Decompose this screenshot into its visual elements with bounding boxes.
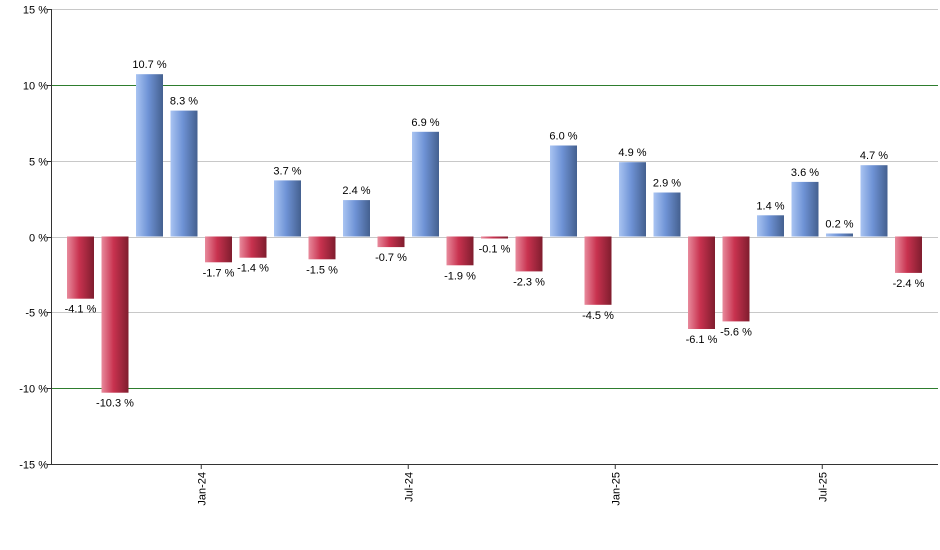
axes <box>51 9 938 465</box>
bar <box>826 233 853 237</box>
bar <box>584 236 612 305</box>
bar <box>619 162 646 237</box>
bar <box>895 236 922 273</box>
bar <box>308 236 336 260</box>
data-label: -1.4 % <box>237 263 269 275</box>
data-label: 4.7 % <box>860 150 888 162</box>
data-label: -0.1 % <box>479 244 511 256</box>
data-label: 3.6 % <box>791 167 819 179</box>
data-label: -1.5 % <box>306 264 338 276</box>
bar <box>446 236 474 266</box>
y-tick-label: -5 % <box>25 308 48 320</box>
x-tick-label: Jul-24 <box>403 472 415 502</box>
data-label: -1.7 % <box>203 267 235 279</box>
data-label: 1.4 % <box>756 200 784 212</box>
bar <box>343 200 370 237</box>
data-label: 10.7 % <box>132 59 166 71</box>
bar <box>170 110 198 237</box>
bar <box>239 236 267 258</box>
data-label: -4.5 % <box>582 310 614 322</box>
data-label: 2.9 % <box>653 178 681 190</box>
bar <box>722 236 750 322</box>
bar <box>653 192 681 237</box>
bar <box>136 74 163 237</box>
y-tick-label: 0 % <box>29 233 48 245</box>
bar <box>67 236 94 299</box>
bar <box>757 215 784 237</box>
data-label: -10.3 % <box>96 398 134 410</box>
bar <box>481 236 508 239</box>
data-label: 6.0 % <box>549 131 577 143</box>
y-tick-label: -10 % <box>19 384 48 396</box>
data-label: 2.4 % <box>342 185 370 197</box>
data-label: -4.1 % <box>65 304 97 316</box>
bar <box>377 236 405 248</box>
bar <box>791 181 819 237</box>
bar <box>550 145 577 237</box>
data-label: -5.6 % <box>720 326 752 338</box>
bar <box>274 180 301 237</box>
bar <box>688 236 715 329</box>
x-tick-label: Jan-25 <box>610 472 622 506</box>
y-axis-ticks: 15 % 10 % 5 % 0 % -5 % -10 % -15 % <box>19 5 51 472</box>
data-label: -2.3 % <box>513 276 545 288</box>
bar <box>515 236 543 272</box>
data-label: -1.9 % <box>444 270 476 282</box>
bar <box>205 236 232 263</box>
gridlines <box>51 9 938 389</box>
data-label: 8.3 % <box>170 96 198 108</box>
data-label: 0.2 % <box>825 219 853 231</box>
bars <box>67 74 922 393</box>
y-tick-label: 15 % <box>23 5 48 17</box>
y-tick-label: -15 % <box>19 460 48 472</box>
data-label: -0.7 % <box>375 252 407 264</box>
bar <box>860 165 888 237</box>
y-tick-label: 10 % <box>23 81 48 93</box>
data-label: 3.7 % <box>273 165 301 177</box>
bar <box>412 131 439 237</box>
data-label: 4.9 % <box>618 147 646 159</box>
data-labels: -4.1 % -10.3 % 10.7 % 8.3 % -1.7 % -1.4 % 3.7 … <box>65 59 925 410</box>
data-label: 6.9 % <box>411 117 439 129</box>
x-tick-label: Jul-25 <box>817 472 829 502</box>
x-axis-ticks: Jan-24 Jul-24 Jan-25 Jul-25 <box>196 464 829 506</box>
y-tick-label: 5 % <box>29 157 48 169</box>
bar <box>101 236 129 393</box>
data-label: -6.1 % <box>686 334 718 346</box>
x-tick-label: Jan-24 <box>196 472 208 506</box>
data-label: -2.4 % <box>893 278 925 290</box>
